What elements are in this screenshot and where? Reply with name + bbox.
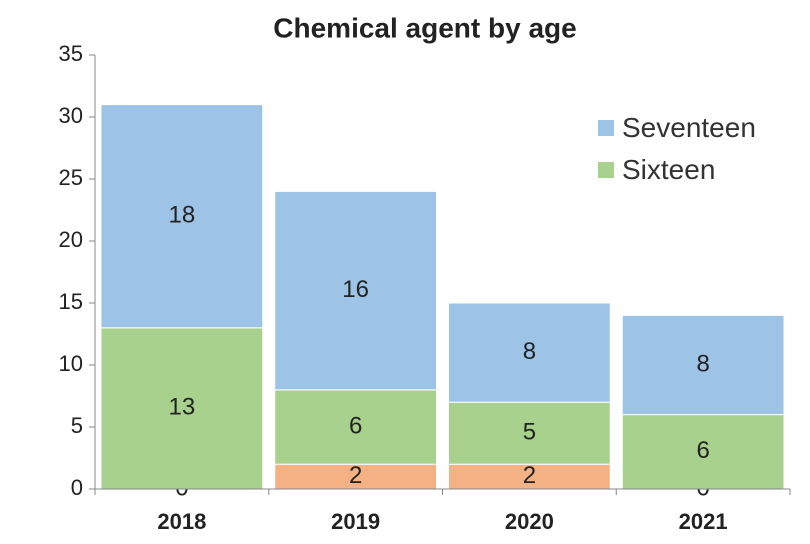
y-tick-label: 25 (59, 165, 83, 190)
chart-title: Chemical agent by age (273, 12, 576, 43)
x-tick-label: 2021 (679, 509, 728, 534)
bar-segment (448, 401, 611, 465)
legend-item: Seventeen (598, 107, 772, 149)
bar-segment (100, 327, 264, 490)
y-tick-label: 5 (71, 413, 83, 438)
data-label: 2 (349, 462, 362, 489)
data-label: 8 (696, 350, 709, 377)
x-tick-label: 2020 (505, 509, 554, 534)
data-label: 6 (349, 412, 362, 439)
legend-item: Sixteen (598, 149, 772, 191)
bar-segment (621, 414, 785, 490)
y-tick-label: 10 (59, 351, 83, 376)
bar-segment (274, 389, 437, 465)
y-tick-label: 30 (59, 103, 83, 128)
bar-segment (448, 463, 611, 490)
legend: Seventeen Sixteen (598, 107, 772, 191)
data-label: 16 (342, 276, 369, 303)
y-tick-label: 0 (71, 475, 83, 500)
legend-label: Sixteen (622, 154, 716, 185)
data-label: 18 (169, 202, 196, 229)
legend-label: Seventeen (622, 112, 756, 143)
bar-segment (100, 104, 264, 329)
bar-segment (621, 314, 785, 416)
legend-swatch (598, 162, 614, 178)
y-tick-label: 35 (59, 41, 83, 66)
x-tick-label: 2018 (157, 509, 206, 534)
data-label: 5 (523, 419, 536, 446)
data-label: 6 (696, 437, 709, 464)
legend-swatch (598, 120, 614, 136)
bar-segment (274, 463, 437, 490)
bar-segment (448, 302, 611, 403)
x-tick-label: 2019 (331, 509, 380, 534)
data-label: 8 (523, 338, 536, 365)
y-tick-label: 15 (59, 289, 83, 314)
data-label: 2 (523, 462, 536, 489)
data-label: 13 (169, 394, 196, 421)
y-tick-label: 20 (59, 227, 83, 252)
bar-segment (274, 190, 437, 391)
